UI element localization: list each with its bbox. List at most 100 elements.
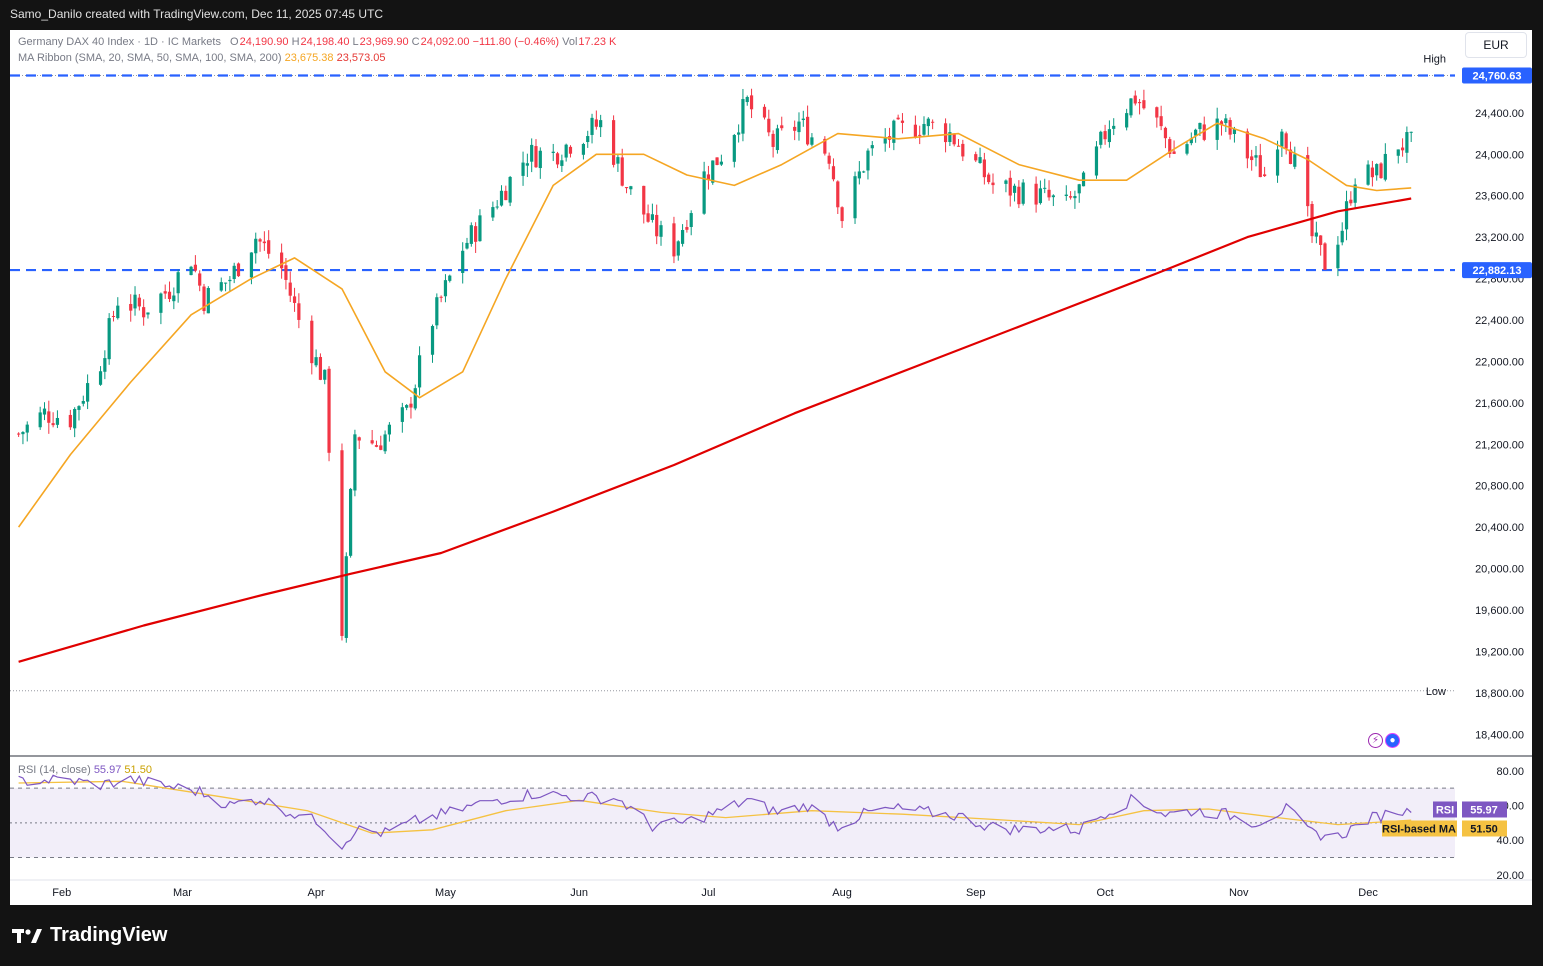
candle-body bbox=[913, 124, 917, 138]
candle-body bbox=[560, 160, 564, 166]
month-label: Nov bbox=[1229, 887, 1249, 899]
candle-body bbox=[318, 356, 323, 380]
volume-label: Vol bbox=[562, 36, 578, 48]
candle-body bbox=[611, 120, 616, 165]
level-tag bbox=[1462, 67, 1532, 84]
candle-body bbox=[47, 411, 51, 423]
candle-body bbox=[1293, 154, 1297, 167]
high-value: 24,198.40 bbox=[300, 36, 350, 48]
candle-body bbox=[86, 383, 90, 402]
price-tick-label: 24,400.00 bbox=[1475, 108, 1524, 120]
ma-ribbon-name[interactable]: MA Ribbon (SMA, 20, SMA, 50, SMA, 100, S… bbox=[18, 52, 282, 64]
chart-canvas[interactable]: 24,400.00 24,000.00 23,600.00 23,200.00 22,8… bbox=[10, 30, 1532, 905]
candle-body bbox=[1021, 182, 1025, 204]
currency-selector[interactable]: EUR bbox=[1465, 32, 1527, 58]
candle-body bbox=[1306, 155, 1310, 207]
candle-body bbox=[1400, 147, 1405, 151]
candle-body bbox=[551, 151, 555, 153]
candle-body bbox=[107, 318, 111, 360]
candle-body bbox=[672, 223, 676, 257]
candle-body bbox=[831, 166, 836, 180]
candle-body bbox=[853, 176, 857, 219]
level-tag bbox=[1462, 262, 1532, 279]
candle-body bbox=[202, 286, 206, 312]
candle-body bbox=[232, 265, 236, 280]
candle-body bbox=[1008, 177, 1012, 196]
price-tick-label: 24,000.00 bbox=[1475, 149, 1524, 161]
candle-body bbox=[387, 424, 392, 435]
candle-body bbox=[892, 120, 896, 143]
symbol-name[interactable]: Germany DAX 40 Index · 1D · IC Markets bbox=[18, 36, 221, 48]
candle-body bbox=[1366, 164, 1370, 185]
candle-body bbox=[745, 96, 749, 103]
candle-body bbox=[504, 190, 508, 201]
candle-body bbox=[1353, 184, 1357, 203]
candle-body bbox=[77, 406, 81, 410]
tradingview-logo-icon bbox=[12, 928, 42, 943]
candle-body bbox=[461, 250, 465, 273]
price-tick-label: 21,200.00 bbox=[1475, 439, 1524, 451]
candle-body bbox=[508, 176, 512, 203]
candle-body bbox=[530, 144, 534, 162]
candle-body bbox=[1064, 194, 1068, 196]
lightning-icon[interactable]: ⚡ bbox=[1368, 733, 1383, 748]
candle-body bbox=[51, 423, 55, 426]
candle-body bbox=[862, 171, 866, 173]
candle-body bbox=[793, 126, 797, 131]
month-label: Dec bbox=[1358, 887, 1378, 899]
candle-body bbox=[599, 120, 603, 128]
candle-body bbox=[111, 315, 116, 317]
candle-body bbox=[1004, 180, 1008, 184]
candle-body bbox=[741, 99, 745, 134]
candle-body bbox=[806, 116, 810, 145]
candle-body bbox=[797, 121, 801, 133]
candle-body bbox=[1215, 118, 1219, 140]
candle-body bbox=[810, 137, 814, 145]
candle-body bbox=[284, 265, 288, 280]
candle-body bbox=[590, 117, 594, 135]
candle-body bbox=[711, 160, 715, 183]
globe-icon[interactable]: ● bbox=[1385, 733, 1400, 748]
candle-body bbox=[525, 163, 529, 166]
author-line: Samo_Danilo created with TradingView.com… bbox=[10, 7, 384, 21]
month-label: Aug bbox=[832, 887, 852, 899]
candle-body bbox=[1232, 128, 1237, 135]
rsi-name[interactable]: RSI (14, close) bbox=[18, 764, 91, 776]
rsi-ma-value-tag-label: 51.50 bbox=[1470, 823, 1498, 835]
candle-body bbox=[499, 190, 504, 206]
candle-body bbox=[262, 241, 266, 244]
candle-body bbox=[655, 214, 659, 237]
candle-body bbox=[1012, 185, 1017, 193]
candle-body bbox=[288, 282, 292, 296]
candle-body bbox=[1103, 131, 1107, 140]
candle-body bbox=[1258, 155, 1262, 178]
candle-body bbox=[1047, 189, 1051, 198]
candle-body bbox=[991, 182, 995, 186]
candle-body bbox=[581, 144, 586, 155]
candle-body bbox=[172, 295, 176, 302]
candle-body bbox=[1254, 155, 1258, 158]
candle-body bbox=[922, 123, 926, 135]
month-label: Sep bbox=[966, 887, 986, 899]
close-label: C bbox=[411, 36, 420, 48]
rsi-ma-line bbox=[18, 780, 1412, 834]
candle-body bbox=[952, 134, 956, 145]
candle-body bbox=[314, 357, 318, 366]
tradingview-brand[interactable]: TradingView bbox=[12, 924, 167, 947]
candle-body bbox=[1284, 133, 1288, 149]
candle-body bbox=[1405, 132, 1409, 153]
price-tick-label: 20,800.00 bbox=[1475, 481, 1524, 493]
candle-body bbox=[1163, 127, 1168, 139]
candle-body bbox=[1129, 98, 1133, 116]
rsi-name-tag bbox=[1433, 801, 1457, 818]
candle-body bbox=[1034, 183, 1038, 205]
candle-body bbox=[228, 279, 232, 282]
candle-body bbox=[827, 155, 831, 164]
candle-body bbox=[1263, 174, 1267, 177]
brand-name: TradingView bbox=[50, 924, 168, 946]
candle-body bbox=[469, 225, 473, 244]
price-tick-label: 21,600.00 bbox=[1475, 398, 1524, 410]
chart-frame[interactable]: 24,400.00 24,000.00 23,600.00 23,200.00 22,8… bbox=[10, 30, 1532, 905]
candle-body bbox=[1099, 131, 1103, 145]
candle-body bbox=[974, 154, 978, 161]
